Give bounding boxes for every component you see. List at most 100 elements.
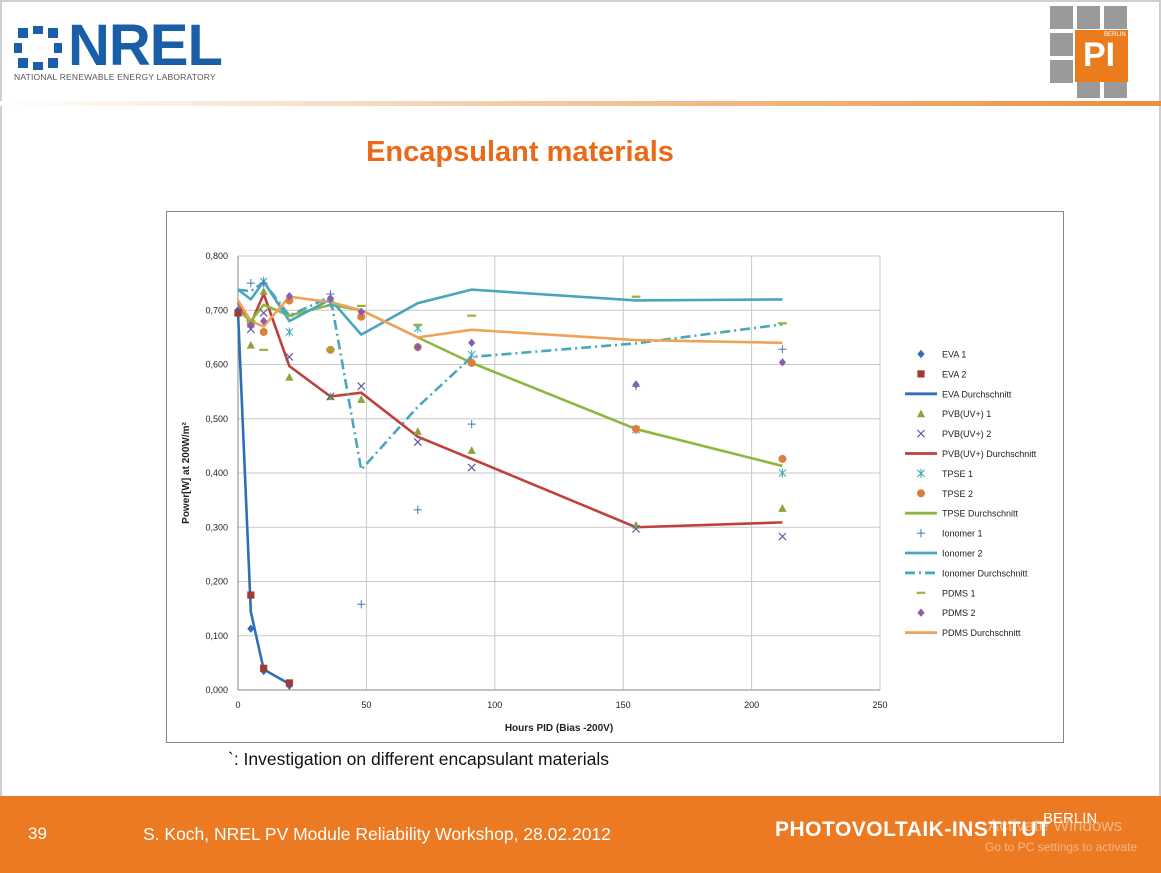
pi-logo-mark: [1075, 30, 1128, 82]
series-line: [236, 311, 291, 686]
x-tick-label: 150: [616, 700, 631, 710]
data-point: [917, 370, 925, 378]
data-point: [467, 358, 476, 367]
data-point: [247, 321, 255, 330]
nrel-subtitle: NATIONAL RENEWABLE ENERGY LABORATORY: [14, 72, 216, 82]
data-point: [778, 468, 787, 478]
legend-entry: PVB(UV+) 2: [916, 429, 991, 439]
slide-footer: 39 S. Koch, NREL PV Module Reliability W…: [0, 796, 1161, 873]
data-point: [259, 279, 268, 288]
legend-label: EVA 1: [942, 350, 966, 360]
data-point: [285, 352, 294, 361]
legend-entry: Ionomer 2: [905, 549, 983, 559]
watermark-line-2: Go to PC settings to activate: [985, 840, 1138, 854]
data-point: [413, 505, 422, 514]
legend-label: EVA 2: [942, 369, 966, 379]
data-point: [917, 608, 925, 617]
brand-name: PHOTOVOLTAIK-INSTITUT: [775, 818, 1051, 841]
brand-city: BERLIN: [1043, 810, 1098, 827]
nrel-wordmark: NREL: [68, 13, 223, 78]
slide-number: 39: [28, 824, 47, 843]
data-point: [917, 489, 925, 498]
x-tick-label: 100: [487, 700, 502, 710]
legend-entry: PDMS 2: [917, 608, 976, 618]
data-point: [285, 296, 294, 305]
data-point: [326, 294, 335, 303]
legend-entry: PVB(UV+) 1: [916, 409, 991, 419]
x-tick-label: 250: [872, 700, 887, 710]
y-axis-label: Power[W] at 200W/m²: [181, 421, 192, 523]
legend-label: PDMS 2: [942, 608, 976, 618]
data-point: [260, 316, 268, 326]
legend-label: PVB(UV+) 2: [942, 429, 991, 439]
data-point: [285, 679, 293, 687]
x-tick-label: 200: [744, 700, 759, 710]
data-point: [778, 345, 787, 354]
legend-entry: Ionomer Durchschnitt: [905, 568, 1028, 578]
chart-frame: 0,000 0,100 0,200 0,300 0,400 0,500 0,600 0,700…: [166, 211, 1064, 743]
series-line-group: [237, 280, 783, 472]
data-point: [259, 287, 268, 295]
y-tick-label: 0,700: [205, 305, 228, 315]
data-point: [260, 664, 268, 672]
legend-label: Ionomer 2: [942, 549, 983, 559]
legend-label: Ionomer Durchschnitt: [942, 568, 1028, 578]
y-tick-label: 0,400: [205, 468, 228, 478]
series-line: [237, 280, 783, 336]
data-point: [285, 327, 294, 337]
data-point: [413, 427, 422, 435]
y-tick-label: 0,600: [205, 360, 228, 370]
data-point: [467, 446, 476, 454]
data-point: [916, 529, 926, 538]
slide-header: NREL NATIONAL RENEWABLE ENERGY LABORATOR…: [0, 0, 1161, 108]
legend-label: TPSE 2: [942, 489, 973, 499]
y-tick-label: 0,200: [205, 577, 228, 587]
data-point: [778, 454, 787, 463]
x-tick-label: 0: [235, 700, 240, 710]
y-tick-label: 0,000: [205, 685, 228, 695]
series-line: [236, 295, 783, 345]
legend-entry: PDMS Durchschnitt: [905, 628, 1021, 638]
data-point: [468, 338, 476, 347]
data-point: [414, 342, 422, 352]
legend-entry: TPSE 2: [917, 489, 973, 499]
pi-logo-text: PI: [1083, 36, 1116, 74]
legend-label: PDMS Durchschnitt: [942, 628, 1021, 638]
data-point: [259, 327, 268, 336]
x-axis-label: Hours PID (Bias -200V): [505, 723, 613, 734]
data-point: [247, 591, 255, 599]
legend-label: TPSE Durchschnitt: [942, 509, 1019, 519]
y-tick-label: 0,100: [205, 631, 228, 641]
data-point: [632, 425, 641, 434]
series-line: [237, 303, 783, 468]
data-point: [413, 438, 422, 447]
data-point: [234, 309, 242, 317]
legend-entry: EVA 1: [917, 350, 966, 360]
data-point: [246, 279, 255, 288]
series-line: [236, 292, 783, 529]
data-point: [467, 350, 476, 360]
legend-entry: EVA Durchschnitt: [905, 389, 1012, 399]
data-point: [632, 380, 640, 389]
data-point: [917, 468, 925, 478]
series-line-group: [236, 295, 783, 345]
legend-label: PVB(UV+) Durchschnitt: [942, 449, 1037, 459]
slide-title: Encapsulant materials: [366, 136, 674, 168]
legend-entry: EVA 2: [917, 369, 966, 379]
nrel-sun-icon: [14, 26, 62, 70]
data-point: [917, 349, 925, 359]
series-marker-group: [234, 306, 293, 690]
legend-label: TPSE 1: [942, 469, 973, 479]
series-marker-group: [246, 295, 787, 351]
data-point: [916, 429, 926, 438]
series-marker-group: [234, 309, 293, 687]
y-tick-label: 0,800: [205, 251, 228, 261]
data-point: [778, 532, 787, 541]
series-line-group: [236, 292, 783, 529]
data-point: [632, 524, 641, 533]
series-line: [237, 280, 783, 472]
legend-label: PVB(UV+) 1: [942, 409, 991, 419]
watermark-line-1: Activate Windows: [988, 816, 1123, 835]
chart-caption: `: Investigation on different encapsulan…: [228, 749, 610, 769]
legend-entry: Ionomer 1: [916, 529, 983, 539]
